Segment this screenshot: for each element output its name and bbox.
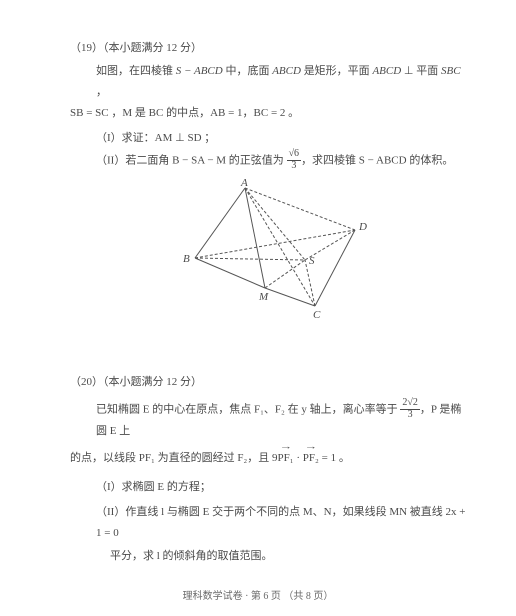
q19-diagram: A B C D S M [70, 178, 470, 326]
q19-frac1-den: 3 [287, 161, 302, 172]
q20-part1: （I）求椭圆 E 的方程； [70, 477, 470, 498]
vec-pf1: PF₁ [278, 448, 294, 469]
sym-sabcd: S − ABCD [176, 65, 223, 77]
edge-am [245, 188, 265, 288]
q20-frac1: 2√23 [400, 398, 420, 420]
q20-frac1-num: 2√2 [400, 398, 420, 410]
q20-part2a: （II）作直线 l 与椭圆 E 交于两个不同的点 M、N，如果线段 MN 被直线… [70, 502, 470, 544]
label-c: C [313, 309, 321, 318]
q19-l1a: 如图，在四棱锥 [96, 65, 176, 77]
label-a: A [240, 178, 248, 189]
q19-p2a: （II）若二面角 B − SA − M 的正弦值为 [96, 155, 287, 167]
q19-part2: （II）若二面角 B − SA − M 的正弦值为 √63，求四棱锥 S − A… [70, 150, 470, 172]
q20-header: （20）（本小题满分 12 分） [70, 372, 470, 393]
q19-l1c: 是矩形，平面 [301, 65, 373, 77]
edge-as [245, 188, 305, 260]
q20-line2: 的点，以线段 PF₁ 为直径的圆经过 F₂，且 9PF₁ · PF₂ = 1 。 [70, 448, 470, 469]
q19-l1d: ⊥ 平面 [401, 65, 441, 77]
edge-ad [245, 188, 355, 230]
q19-p2b: ，求四棱锥 S − ABCD 的体积。 [301, 155, 453, 167]
sym-abcd1: ABCD [272, 65, 301, 77]
q20-l1a: 已知椭圆 E 的中心在原点，焦点 F₁、F₂ 在 y 轴上，离心率等于 [96, 404, 400, 416]
q20-frac1-den: 3 [400, 410, 420, 421]
q19-part1: （I）求证：AM ⊥ SD ； [70, 128, 470, 149]
q19-frac1: √63 [287, 149, 302, 171]
sym-abcd2: ABCD [372, 65, 401, 77]
edge-cd [315, 230, 355, 306]
edge-bm [195, 258, 265, 288]
edge-ab [195, 188, 245, 258]
q20-part2b: 平分，求 l 的倾斜角的取值范围。 [70, 546, 470, 567]
edge-mc [265, 288, 315, 306]
sym-sbc: SBC [441, 65, 461, 77]
pyramid-svg: A B C D S M [165, 178, 375, 318]
q19-l1e: ， [96, 86, 107, 98]
vec-pf2: PF₂ [303, 448, 319, 469]
q20-line1: 已知椭圆 E 的中心在原点，焦点 F₁、F₂ 在 y 轴上，离心率等于 2√23… [70, 399, 470, 442]
q19-line1: 如图，在四棱锥 S − ABCD 中，底面 ABCD 是矩形，平面 ABCD ⊥… [70, 61, 470, 103]
page-footer: 理科数学试卷 · 第 6 页 （共 8 页） [0, 587, 516, 602]
label-b: B [183, 253, 190, 265]
q19-line2: SB = SC ，M 是 BC 的中点，AB = 1，BC = 2 。 [70, 103, 470, 124]
label-m: M [258, 291, 269, 303]
q19-l1b: 中，底面 [223, 65, 273, 77]
q20-l2a: 的点，以线段 PF₁ 为直径的圆经过 F₂，且 9 [70, 452, 278, 464]
edge-bs [195, 258, 305, 260]
edge-ms [265, 260, 305, 288]
label-d: D [358, 221, 367, 233]
q19-header: （19）（本小题满分 12 分） [70, 38, 470, 59]
label-s: S [309, 255, 315, 267]
